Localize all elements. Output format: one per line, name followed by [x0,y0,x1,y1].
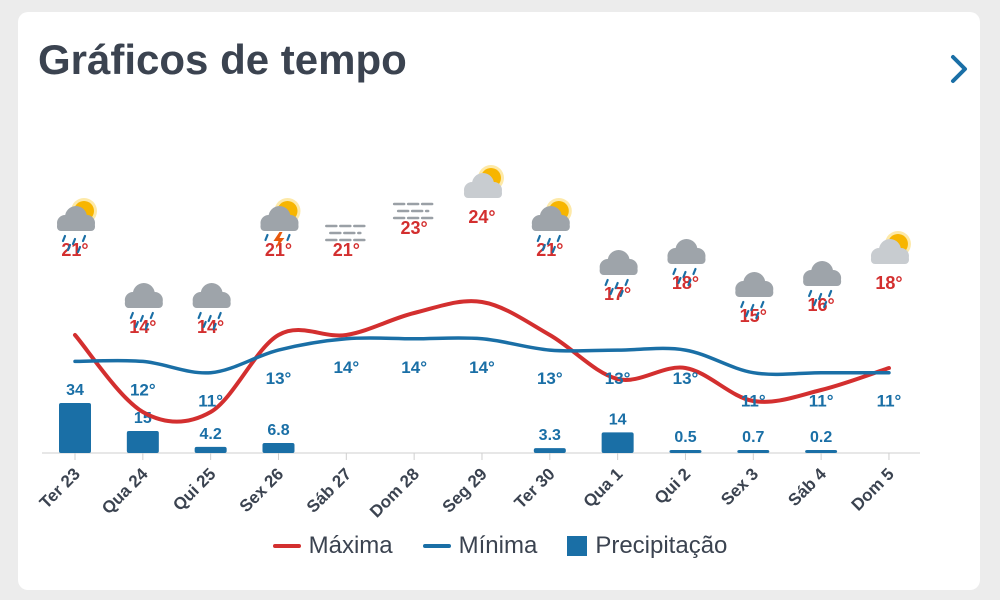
sun-cloud-storm-icon [260,198,301,249]
min-temp-label: 14° [401,358,427,377]
precip-bar [601,432,634,453]
sun-cloud-rain-icon [57,198,97,254]
x-tick-label: Sex 26 [236,464,288,516]
precip-label: 0.5 [674,429,696,446]
page-title: Gráficos de tempo [38,36,407,83]
min-temp-label: 14° [469,358,495,377]
legend-item-max[interactable]: Máxima [272,532,393,560]
precip-bar [737,450,770,453]
precip-bar [805,450,838,453]
precip-label: 0.7 [742,429,764,446]
min-temp-label: 11° [877,392,902,411]
legend-label-precip: Precipitação [595,532,728,559]
legend-item-precip[interactable]: Precipitação [567,532,727,560]
precip-label: 0.2 [810,429,832,446]
precip-bar [533,448,566,453]
min-temp-label: 13° [605,369,631,388]
max-temp-label: 21° [536,240,563,260]
max-temp-label: 14° [197,317,224,337]
precip-label: 34 [66,382,84,399]
x-tick-label: Sáb 27 [303,464,355,516]
x-tick-label: Ter 23 [36,464,84,512]
max-temp-label: 18° [875,273,902,293]
weather-card [18,12,980,590]
x-tick-label: Sex 3 [717,464,762,509]
x-tick-label: Qua 1 [580,464,627,511]
legend-item-min[interactable]: Mínima [422,532,538,560]
max-temp-label: 17° [604,284,631,304]
legend-label-min: Mínima [458,532,538,559]
max-temp-label: 23° [401,218,428,238]
min-temp-label: 12° [130,380,156,399]
precip-bar [59,403,91,453]
x-tick-label: Qui 2 [651,464,694,507]
max-temp-label: 15° [740,306,767,326]
cloud-rain-icon [735,272,774,320]
max-temp-label: 21° [333,240,360,260]
x-tick-label: Seg 29 [439,464,491,516]
chevron-right-icon[interactable] [944,52,974,86]
precip-bar [194,446,227,453]
precip-bar [669,450,702,453]
precip-bar [262,443,295,453]
precip-label: 14 [609,411,627,428]
sun-cloud-icon [870,231,911,264]
min-temp-label: 14° [333,358,359,377]
min-temp-label: 11° [198,392,223,411]
min-temp-label: 13° [266,369,292,388]
precip-label: 3.3 [539,427,561,444]
x-tick-label: Dom 28 [366,464,423,521]
precip-label: 4.2 [200,426,222,443]
sun-cloud-rain-icon [531,198,572,254]
x-tick-label: Dom 5 [848,464,898,514]
precip-label: 6.8 [267,422,289,439]
fog-icon [325,224,368,242]
cloud-rain-icon [803,261,842,309]
max-temp-label: 18° [672,273,699,293]
max-temp-label: 21° [265,240,292,260]
cloud-rain-icon [192,283,231,331]
x-tick-label: Ter 30 [511,464,559,512]
cloud-rain-icon [124,283,163,331]
legend-swatch-precip [567,536,588,556]
sun-cloud-icon [463,165,504,198]
max-temp-label: 16° [808,295,835,315]
x-tick-label: Sáb 4 [784,464,830,510]
min-temp-label: 13° [673,369,699,388]
legend-swatch-min [422,544,451,548]
legend-label-max: Máxima [308,532,393,559]
cloud-rain-icon [599,250,638,298]
x-tick-label: Qui 25 [169,464,219,514]
max-temp-label: 14° [129,317,156,337]
precip-bar [126,430,159,453]
fog-icon [392,202,436,220]
x-tick-label: Qua 24 [98,464,152,518]
min-temp-label: 11° [809,392,834,411]
legend: Máxima Mínima Precipitação [0,532,1000,560]
legend-swatch-max [272,544,301,548]
max-temp-label: 21° [61,240,88,260]
min-temp-label: 11° [741,392,766,411]
cloud-rain-icon [667,239,706,287]
max-temp-label: 24° [468,207,495,227]
min-temp-label: 13° [537,369,563,388]
min-temp-line [73,336,891,377]
max-temp-line [73,299,891,424]
